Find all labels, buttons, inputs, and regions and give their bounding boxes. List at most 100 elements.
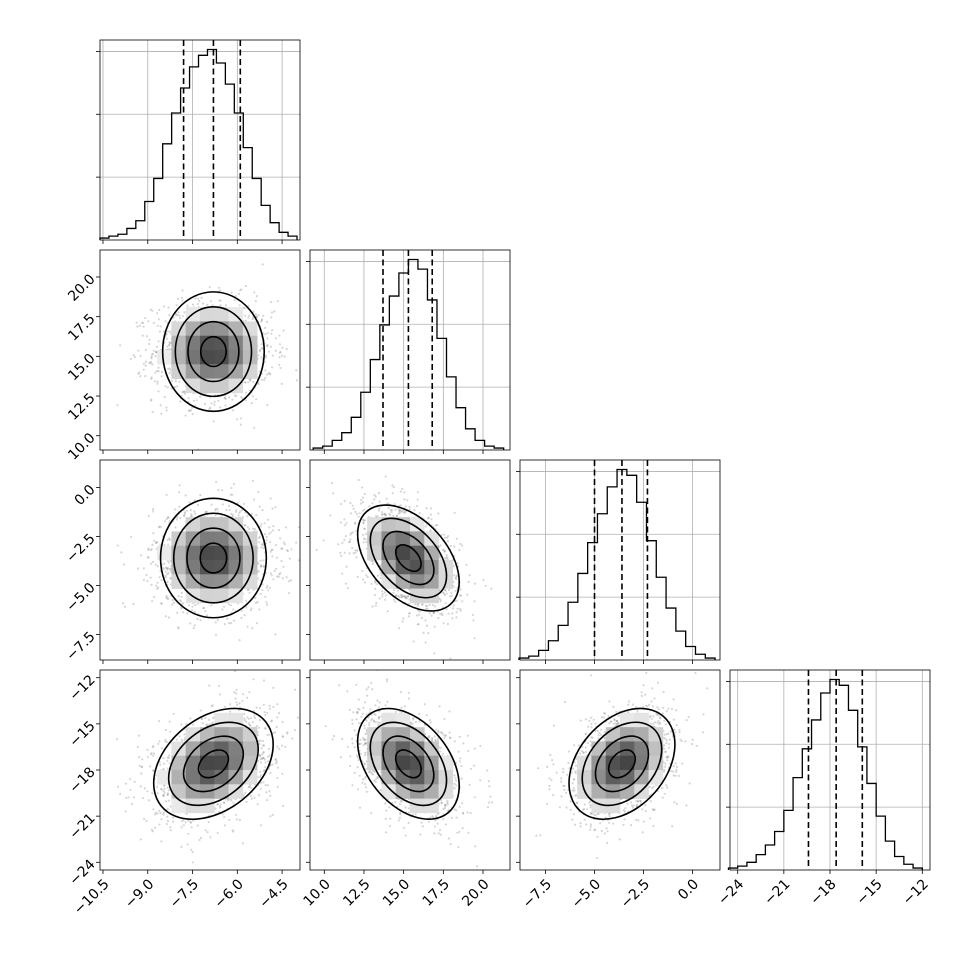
sample-point: [210, 604, 213, 607]
sample-point: [196, 302, 200, 306]
sample-point: [275, 567, 278, 570]
sample-point: [160, 602, 163, 605]
sample-point: [264, 369, 267, 372]
sample-point: [398, 509, 401, 512]
sample-point: [130, 535, 133, 539]
sample-point: [163, 544, 166, 547]
sample-point: [276, 300, 279, 303]
sample-point: [415, 505, 419, 508]
sample-point: [183, 390, 186, 393]
sample-point: [169, 570, 172, 573]
sample-point: [223, 396, 226, 400]
sample-point: [162, 794, 165, 797]
sample-point: [178, 380, 181, 383]
sample-point: [400, 596, 403, 599]
sample-point: [155, 541, 158, 545]
sample-point: [169, 330, 172, 333]
sample-point: [383, 512, 386, 515]
density-cell: [228, 517, 244, 532]
sample-point: [164, 574, 167, 577]
sample-point: [366, 576, 369, 579]
sample-point: [193, 624, 196, 627]
sample-point: [269, 815, 272, 818]
sample-point: [156, 581, 159, 584]
sample-point: [235, 688, 238, 691]
sample-point: [210, 503, 213, 506]
sample-point: [252, 380, 255, 384]
sample-point: [418, 613, 421, 616]
sample-point: [468, 574, 471, 577]
sample-point: [381, 593, 384, 596]
sample-point: [158, 526, 161, 529]
sample-point: [231, 515, 234, 518]
sample-point: [250, 512, 253, 515]
sample-point: [266, 332, 269, 335]
sample-point: [166, 793, 169, 797]
sample-point: [266, 584, 269, 588]
sample-point: [278, 356, 281, 359]
sample-point: [274, 337, 277, 340]
sample-point: [217, 489, 220, 492]
density-cell: [157, 545, 172, 561]
sample-point: [179, 317, 182, 320]
sample-point: [371, 502, 374, 505]
sample-point: [140, 554, 143, 557]
sample-point: [374, 587, 377, 590]
sample-point: [161, 563, 164, 566]
sample-point: [275, 760, 278, 763]
sample-point: [352, 552, 355, 555]
sample-point: [245, 800, 248, 804]
sample-point: [398, 627, 401, 630]
sample-point: [168, 799, 171, 802]
sample-point: [413, 508, 416, 511]
sample-point: [260, 356, 263, 359]
sample-point: [241, 397, 244, 400]
sample-point: [286, 549, 290, 553]
sample-point: [433, 652, 436, 655]
sample-point: [189, 622, 192, 625]
sample-point: [221, 489, 224, 492]
sample-point: [332, 492, 335, 495]
sample-point: [432, 611, 435, 614]
sample-point: [257, 383, 260, 386]
sample-point: [422, 631, 425, 634]
sample-point: [218, 693, 221, 696]
sample-point: [124, 782, 128, 785]
sample-point: [331, 482, 334, 485]
sample-point: [245, 720, 248, 723]
sample-point: [158, 576, 161, 579]
sample-point: [402, 617, 405, 620]
sample-point: [264, 333, 267, 336]
density-cell: [367, 517, 382, 532]
sample-point: [246, 588, 249, 591]
sample-point: [351, 504, 354, 507]
sample-point: [167, 597, 170, 601]
sample-point: [389, 509, 392, 512]
sample-point: [467, 580, 470, 584]
sample-point: [263, 744, 266, 747]
sample-point: [176, 313, 179, 316]
sample-point: [371, 562, 374, 566]
sample-point: [254, 601, 258, 605]
sample-point: [272, 732, 275, 735]
sample-point: [257, 570, 260, 573]
sample-point: [285, 576, 288, 579]
sample-point: [135, 321, 138, 324]
sample-point: [278, 334, 281, 337]
sample-point: [355, 529, 358, 532]
sample-point: [252, 395, 255, 398]
density-cell: [214, 378, 229, 394]
sample-point: [444, 536, 447, 539]
sample-point: [132, 353, 135, 357]
sample-point: [132, 796, 136, 799]
sample-point: [251, 317, 254, 321]
contour-line: [199, 335, 227, 368]
sample-point: [274, 633, 277, 636]
panel-frame: [519, 459, 721, 661]
sample-point: [254, 596, 257, 600]
sample-point: [395, 514, 398, 517]
sample-point: [191, 413, 194, 416]
sample-point: [178, 735, 181, 738]
sample-point: [132, 602, 135, 606]
